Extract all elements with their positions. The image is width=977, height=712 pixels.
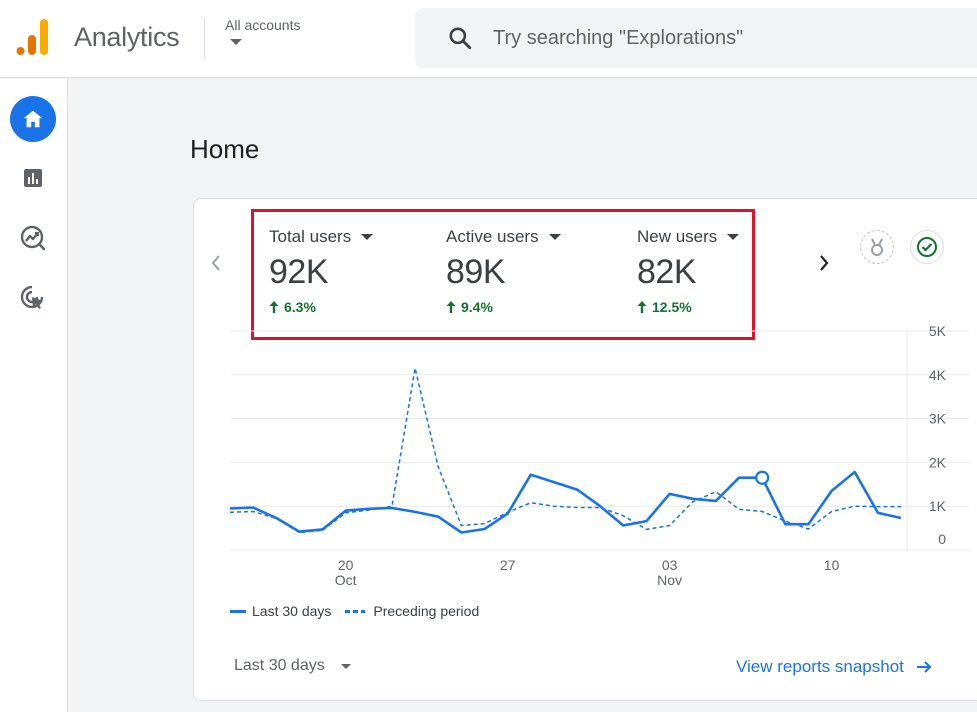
arrow-up-icon: [446, 301, 456, 313]
x-tick-label: 10: [824, 557, 840, 573]
left-nav: [0, 79, 68, 712]
home-icon: [23, 110, 43, 128]
page-title: Home: [190, 134, 260, 164]
metric-total-users[interactable]: Total users 92K 6.3%: [269, 227, 374, 315]
date-range-label: Last 30 days: [234, 657, 325, 674]
x-tick-label: 27: [500, 557, 516, 573]
metric-active-users[interactable]: Active users 89K 9.4%: [446, 227, 561, 315]
y-tick-label: 1K: [929, 498, 947, 514]
arrow-right-icon: [916, 661, 932, 673]
legend-item-current: Last 30 days: [230, 603, 331, 619]
x-tick-label: 20: [338, 557, 354, 573]
header-divider: [204, 18, 205, 58]
metric-selector[interactable]: New users: [637, 227, 740, 247]
caret-down-icon: [727, 234, 740, 240]
metric-value: 89K: [446, 253, 505, 291]
caret-down-icon: [230, 39, 242, 45]
nav-explore[interactable]: [10, 215, 56, 261]
legend-swatch-solid: [230, 609, 246, 613]
highlighted-data-point: [755, 470, 770, 485]
legend-label: Last 30 days: [252, 603, 332, 619]
arrow-up-icon: [637, 301, 647, 313]
metric-change: 9.4%: [446, 299, 561, 315]
medal-icon: [871, 238, 883, 256]
metric-change-value: 9.4%: [461, 299, 493, 315]
y-tick-label: 4K: [929, 367, 947, 383]
y-tick-label: 2K: [929, 454, 947, 470]
metric-label: Active users: [446, 227, 539, 246]
series-line-current: [229, 470, 902, 534]
data-quality-check-icon[interactable]: [910, 230, 944, 264]
caret-down-icon: [340, 663, 351, 669]
chevron-left-icon[interactable]: [208, 251, 224, 275]
caret-down-icon: [361, 234, 374, 240]
chevron-right-icon[interactable]: [816, 251, 832, 275]
home-overview-card: Total users 92K 6.3% Active users 89K 9.…: [193, 198, 977, 701]
x-tick-label: 03: [662, 557, 678, 573]
app-title: Analytics: [74, 22, 180, 52]
explore-icon: [20, 225, 46, 251]
view-reports-snapshot-link[interactable]: View reports snapshot: [736, 657, 932, 677]
analytics-logo-icon[interactable]: [16, 18, 50, 56]
date-range-dropdown[interactable]: Last 30 days: [234, 657, 351, 675]
account-picker-label: All accounts: [225, 17, 301, 33]
x-tick-month-label: Oct: [335, 572, 357, 588]
snapshot-link-label: View reports snapshot: [736, 657, 904, 676]
search-input[interactable]: [493, 22, 973, 54]
legend-item-previous: Preceding period: [345, 603, 479, 619]
y-tick-label: 3K: [929, 411, 947, 427]
metric-selector[interactable]: Active users: [446, 227, 561, 247]
metric-selector[interactable]: Total users: [269, 227, 374, 247]
account-picker[interactable]: All accounts: [225, 17, 300, 45]
nav-reports[interactable]: [10, 155, 56, 201]
y-tick-label: 5K: [929, 323, 947, 339]
y-tick-label: 0: [938, 531, 946, 547]
metric-label: New users: [637, 227, 718, 246]
series-line-preceding: [229, 367, 901, 534]
metric-change: 6.3%: [269, 299, 373, 315]
legend-label: Preceding period: [373, 603, 480, 619]
chart-legend: Last 30 days Preceding period: [230, 603, 493, 619]
bar-chart-icon: [24, 169, 42, 187]
metric-change-value: 12.5%: [652, 299, 692, 315]
caret-down-icon: [548, 234, 561, 240]
arrow-up-icon: [269, 301, 279, 313]
nav-home[interactable]: [10, 96, 56, 142]
legend-swatch-dashed: [345, 609, 366, 613]
metric-label: Total users: [269, 227, 352, 246]
nav-advertising[interactable]: [10, 275, 56, 321]
search-icon: [449, 27, 472, 50]
x-tick-month-label: Nov: [657, 572, 682, 588]
metrics-highlight-box: [251, 209, 755, 340]
metric-change: 12.5%: [637, 299, 739, 315]
metric-value: 92K: [269, 253, 329, 291]
search-bar[interactable]: [415, 8, 977, 68]
metric-value: 82K: [637, 253, 697, 291]
metric-new-users[interactable]: New users 82K 12.5%: [637, 227, 740, 315]
top-app-bar: Analytics All accounts: [0, 0, 977, 78]
metric-change-value: 6.3%: [284, 299, 316, 315]
insights-badge-icon[interactable]: [860, 230, 894, 264]
target-cursor-icon: [20, 285, 44, 309]
check-circle-icon: [917, 237, 937, 257]
